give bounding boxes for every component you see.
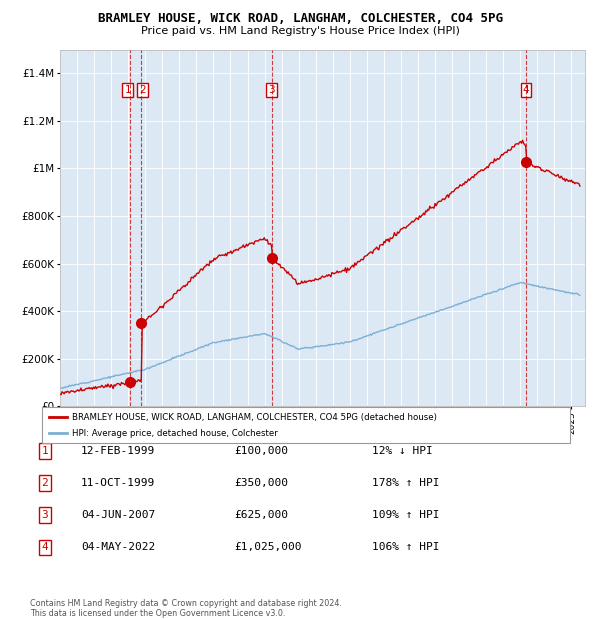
Text: 04-JUN-2007: 04-JUN-2007 xyxy=(81,510,155,520)
Text: 3: 3 xyxy=(268,85,275,95)
Text: £625,000: £625,000 xyxy=(234,510,288,520)
Text: 12% ↓ HPI: 12% ↓ HPI xyxy=(372,446,433,456)
Text: 4: 4 xyxy=(41,542,49,552)
Text: 1: 1 xyxy=(124,85,131,95)
Text: 04-MAY-2022: 04-MAY-2022 xyxy=(81,542,155,552)
Text: £1,025,000: £1,025,000 xyxy=(234,542,302,552)
Text: BRAMLEY HOUSE, WICK ROAD, LANGHAM, COLCHESTER, CO4 5PG (detached house): BRAMLEY HOUSE, WICK ROAD, LANGHAM, COLCH… xyxy=(72,413,437,422)
Text: Contains HM Land Registry data © Crown copyright and database right 2024.
This d: Contains HM Land Registry data © Crown c… xyxy=(30,599,342,618)
Text: 11-OCT-1999: 11-OCT-1999 xyxy=(81,478,155,488)
Text: 178% ↑ HPI: 178% ↑ HPI xyxy=(372,478,439,488)
Text: BRAMLEY HOUSE, WICK ROAD, LANGHAM, COLCHESTER, CO4 5PG: BRAMLEY HOUSE, WICK ROAD, LANGHAM, COLCH… xyxy=(97,12,503,25)
Text: 2: 2 xyxy=(140,85,146,95)
Text: 4: 4 xyxy=(523,85,529,95)
Text: 12-FEB-1999: 12-FEB-1999 xyxy=(81,446,155,456)
Text: 2: 2 xyxy=(41,478,49,488)
Text: £350,000: £350,000 xyxy=(234,478,288,488)
Text: 109% ↑ HPI: 109% ↑ HPI xyxy=(372,510,439,520)
Text: HPI: Average price, detached house, Colchester: HPI: Average price, detached house, Colc… xyxy=(72,429,278,438)
Text: Price paid vs. HM Land Registry's House Price Index (HPI): Price paid vs. HM Land Registry's House … xyxy=(140,26,460,36)
Text: £100,000: £100,000 xyxy=(234,446,288,456)
Text: 1: 1 xyxy=(41,446,49,456)
Text: 3: 3 xyxy=(41,510,49,520)
Text: 106% ↑ HPI: 106% ↑ HPI xyxy=(372,542,439,552)
